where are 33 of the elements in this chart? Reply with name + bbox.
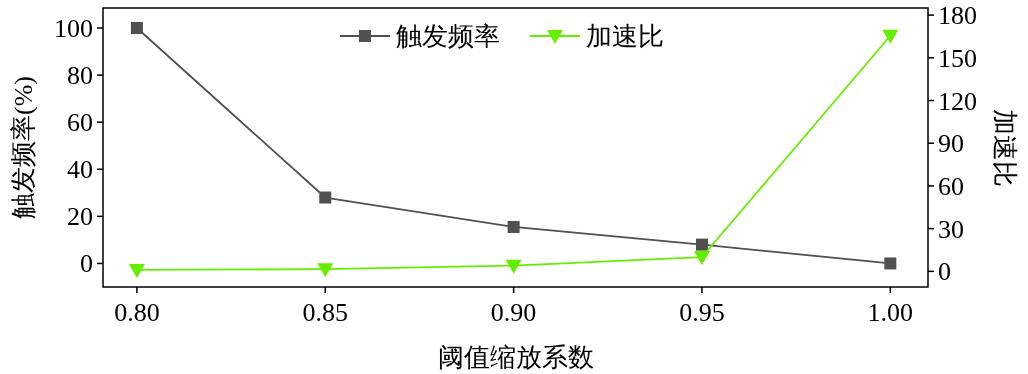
y2-tick-label: 30 — [938, 214, 964, 244]
y-tick-label: 0 — [80, 249, 93, 279]
point — [317, 263, 334, 278]
point — [507, 220, 520, 233]
x-tick-label: 0.90 — [490, 298, 537, 327]
y2-tick-label: 150 — [938, 43, 977, 73]
point — [128, 263, 145, 278]
y-tick-label: 100 — [54, 14, 93, 44]
y2-tick-label: 0 — [938, 257, 951, 287]
y-tick-label: 80 — [67, 61, 93, 91]
y-axis-title: 触发频率(%) — [9, 76, 38, 219]
x-tick-label: 0.85 — [302, 298, 349, 327]
y2-tick-label: 120 — [938, 86, 977, 116]
y-tick-label: 40 — [67, 155, 93, 185]
point — [130, 22, 143, 35]
y2-axis-title: 加速比 — [990, 108, 1019, 187]
y-tick-label: 20 — [67, 202, 93, 232]
point — [319, 191, 332, 204]
legend-label: 触发频率 — [396, 22, 500, 51]
x-tick-label: 0.95 — [679, 298, 725, 327]
point — [505, 259, 522, 274]
point — [882, 29, 899, 44]
x-tick-label: 0.80 — [114, 298, 160, 327]
y2-tick-label: 180 — [938, 1, 977, 31]
y2-tick-label: 90 — [938, 129, 964, 159]
point — [695, 238, 708, 251]
y-tick-label: 60 — [67, 108, 93, 138]
point — [884, 257, 897, 270]
point — [693, 251, 710, 266]
y2-tick-label: 60 — [938, 171, 964, 201]
x-axis-title: 阈值缩放系数 — [437, 343, 594, 372]
x-tick-label: 1.00 — [867, 298, 914, 327]
legend-label: 加速比 — [586, 22, 664, 51]
